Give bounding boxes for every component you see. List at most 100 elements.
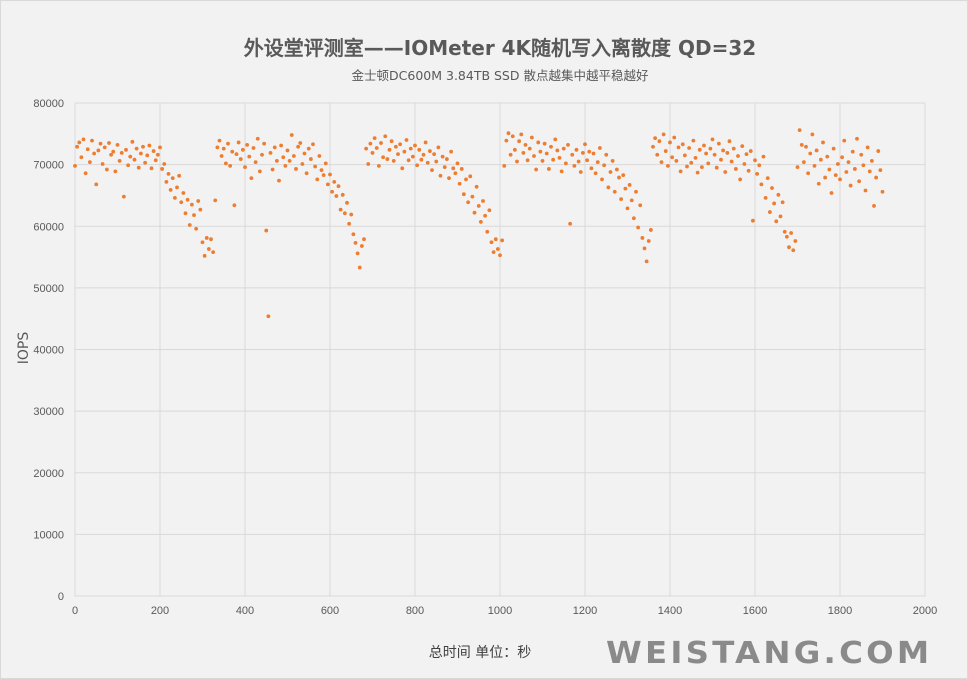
data-point	[791, 248, 796, 253]
data-point	[387, 147, 392, 152]
data-point	[617, 175, 621, 180]
data-point	[761, 154, 766, 159]
data-point	[517, 139, 522, 144]
data-point	[551, 157, 556, 162]
data-point	[801, 160, 806, 165]
data-point	[243, 165, 247, 169]
y-tick-label: 40000	[33, 345, 64, 357]
data-point	[821, 140, 825, 145]
data-point	[634, 189, 638, 194]
data-point	[130, 139, 135, 144]
data-point	[580, 151, 585, 155]
data-point	[138, 151, 143, 156]
data-point	[859, 152, 864, 157]
data-point	[674, 159, 679, 163]
data-point	[194, 226, 199, 231]
data-point	[355, 251, 360, 256]
data-point	[704, 151, 709, 156]
data-point	[417, 147, 422, 152]
data-point	[532, 154, 536, 158]
data-point	[825, 154, 830, 159]
data-point	[631, 216, 636, 221]
data-point	[827, 167, 832, 172]
data-point	[404, 138, 409, 142]
data-point	[421, 152, 426, 157]
data-point	[96, 148, 101, 153]
data-point	[141, 144, 145, 149]
data-point	[145, 153, 150, 158]
data-point	[79, 155, 84, 160]
data-point	[636, 225, 641, 230]
data-point	[725, 151, 730, 155]
data-point	[699, 165, 704, 169]
data-point	[670, 155, 675, 160]
data-point	[555, 148, 560, 153]
data-point	[321, 173, 326, 178]
data-point	[294, 167, 298, 171]
data-point	[578, 170, 583, 174]
data-point	[831, 146, 836, 151]
data-point	[457, 181, 462, 186]
data-point	[515, 159, 519, 164]
data-point	[240, 147, 245, 152]
data-point	[277, 178, 281, 183]
data-point	[640, 236, 645, 240]
data-point	[723, 170, 728, 174]
data-point	[370, 151, 375, 155]
data-point	[600, 177, 604, 182]
data-point	[678, 169, 683, 174]
data-point	[230, 149, 235, 154]
data-point	[680, 142, 685, 147]
data-point	[366, 162, 371, 166]
data-point	[143, 160, 148, 165]
data-point	[221, 146, 226, 151]
data-point	[396, 152, 400, 157]
data-point	[296, 144, 301, 149]
data-point	[789, 231, 794, 235]
data-point	[107, 141, 111, 145]
data-point	[485, 229, 490, 234]
data-point	[721, 148, 726, 153]
data-point	[804, 144, 808, 149]
data-point	[519, 132, 524, 137]
data-point	[340, 192, 345, 197]
data-point	[593, 171, 598, 176]
data-point	[629, 198, 634, 203]
data-point	[706, 161, 711, 166]
data-point	[134, 146, 139, 151]
data-point	[285, 148, 290, 153]
data-point	[183, 211, 188, 216]
data-point	[782, 229, 787, 234]
x-tick-label: 600	[321, 605, 339, 617]
data-point	[332, 179, 337, 184]
x-tick-label: 2000	[913, 605, 937, 617]
data-point	[117, 159, 122, 163]
data-point	[368, 141, 373, 146]
data-point	[872, 204, 876, 208]
data-point	[753, 158, 757, 163]
data-point	[274, 159, 279, 163]
data-point	[372, 136, 377, 141]
data-point	[774, 219, 779, 224]
data-point	[345, 200, 349, 205]
y-tick-label: 10000	[33, 529, 64, 541]
data-point	[226, 141, 230, 146]
data-point	[563, 161, 568, 166]
data-point	[279, 143, 284, 148]
data-point	[525, 158, 530, 163]
data-point	[172, 196, 177, 200]
data-point	[653, 136, 658, 141]
data-point	[351, 232, 356, 237]
data-point	[247, 154, 252, 159]
data-point	[795, 165, 800, 169]
data-point	[663, 149, 668, 153]
data-point	[215, 145, 220, 150]
data-point	[115, 143, 120, 147]
data-point	[264, 228, 269, 233]
data-point	[878, 168, 883, 173]
data-point	[727, 139, 732, 144]
data-point	[672, 135, 677, 140]
data-point	[464, 177, 468, 182]
data-point	[223, 161, 228, 166]
x-tick-label: 1400	[658, 605, 682, 617]
